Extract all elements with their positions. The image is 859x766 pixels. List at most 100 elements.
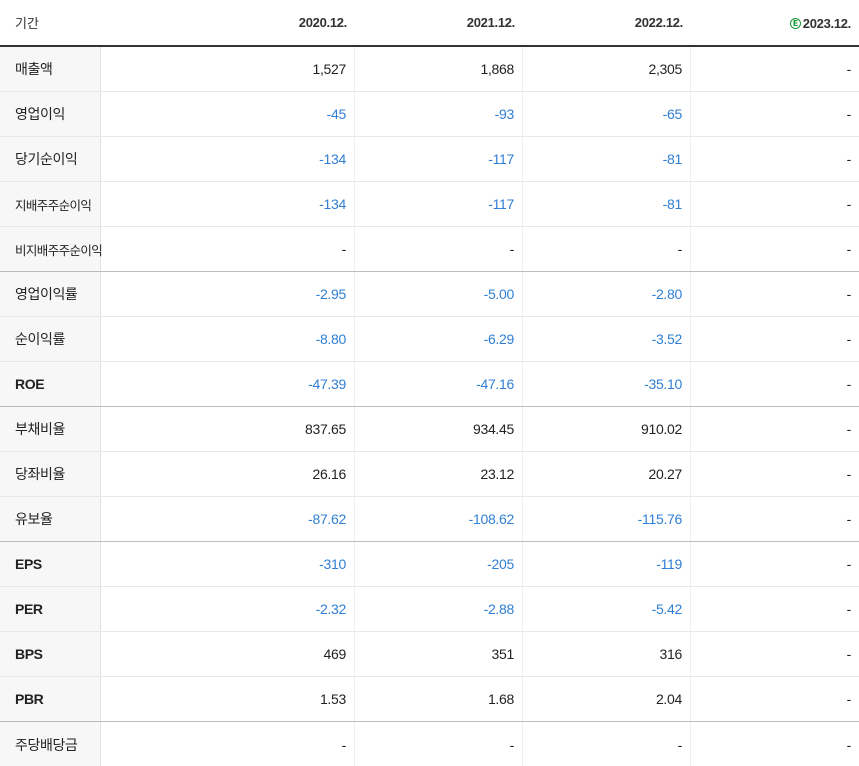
table-row: 매출액 1,527 1,868 2,305 - [0,47,859,92]
table-cell: 351 [355,632,523,676]
table-cell: - [846,736,852,753]
table-cell: -2.80 [523,272,691,316]
table-cell: -310 [101,542,355,586]
table-cell: - [846,376,852,392]
table-row: 지배주주순이익 -134 -117 -81 - [0,182,859,227]
row-label: 매출액 [0,47,101,91]
table-cell: -45 [101,92,355,136]
table-cell: - [846,331,852,347]
row-label: 지배주주순이익 [0,182,101,226]
table-cell: -35.10 [523,362,691,406]
table-cell: -3.52 [523,317,691,361]
table-cell: -2.95 [101,272,355,316]
row-label: 영업이익 [0,92,101,136]
table-cell: -47.39 [101,362,355,406]
table-cell: - [846,646,852,662]
table-cell: - [846,421,852,437]
table-row: PER -2.32 -2.88 -5.42 - [0,587,859,632]
table-cell: 1.68 [355,677,523,721]
table-cell: 1.53 [101,677,355,721]
table-row: 영업이익률 -2.95 -5.00 -2.80 - [0,272,859,317]
table-cell: -87.62 [101,497,355,541]
table-cell: - [846,106,852,122]
table-cell: - [846,691,852,707]
table-cell: 26.16 [101,452,355,496]
table-row: 비지배주주순이익 - - - - [0,227,859,272]
table-cell: -117 [355,137,523,181]
table-row: ROE -47.39 -47.16 -35.10 - [0,362,859,407]
row-label: 주당배당금 [0,722,101,766]
table-cell: -2.32 [101,587,355,631]
table-cell: - [846,511,852,527]
row-label: 당기순이익 [0,137,101,181]
table-cell: -93 [355,92,523,136]
table-cell: - [101,227,355,271]
table-cell: 2.04 [523,677,691,721]
table-cell: - [523,227,691,271]
row-label: PBR [0,677,101,721]
table-cell: -81 [523,137,691,181]
table-cell: - [101,722,355,766]
table-row: 순이익률 -8.80 -6.29 -3.52 - [0,317,859,362]
table-row: 당기순이익 -134 -117 -81 - [0,137,859,182]
table-cell: - [846,556,852,572]
row-label: ROE [0,362,101,406]
table-cell: -119 [523,542,691,586]
table-cell: 2,305 [523,47,691,91]
table-cell: - [846,286,852,302]
table-row: PBR 1.53 1.68 2.04 - [0,677,859,722]
table-cell: - [846,151,852,167]
row-label: 부채비율 [0,407,101,451]
row-label: PER [0,587,101,631]
table-cell: - [846,196,852,212]
row-label: BPS [0,632,101,676]
table-cell: 910.02 [523,407,691,451]
table-cell: -6.29 [355,317,523,361]
table-cell: 23.12 [355,452,523,496]
table-cell: 1,868 [355,47,523,91]
table-row: 영업이익 -45 -93 -65 - [0,92,859,137]
table-cell: -2.88 [355,587,523,631]
column-header-2023-estimate: E 2023.12. [691,14,859,31]
table-cell: - [846,466,852,482]
row-label: 영업이익률 [0,272,101,316]
row-label: EPS [0,542,101,586]
table-cell: - [355,722,523,766]
period-label: 기간 [15,16,39,31]
table-body: 매출액 1,527 1,868 2,305- 영업이익 -45 -93 -65- 당기순이익 -1… [0,47,859,766]
table-cell: -205 [355,542,523,586]
table-cell: 837.65 [101,407,355,451]
table-row: EPS -310 -205 -119 - [0,542,859,587]
table-cell: -134 [101,137,355,181]
table-row: 부채비율 837.65 934.45 910.02 - [0,407,859,452]
table-cell: 316 [523,632,691,676]
table-cell: -115.76 [523,497,691,541]
table-row: BPS 469 351 316 - [0,632,859,677]
table-cell: -8.80 [101,317,355,361]
table-cell: - [355,227,523,271]
row-label: 유보율 [0,497,101,541]
table-cell: - [523,722,691,766]
column-header-2023-label: 2023.12. [802,16,852,31]
table-cell: 1,527 [101,47,355,91]
table-row: 주당배당금 - - - - [0,722,859,766]
column-header-2021: 2021.12. [466,15,516,30]
table-header: 기간 2020.12. 2021.12. 2022.12. E 2023.12. [0,0,859,47]
table-cell: - [846,601,852,617]
column-header-2022: 2022.12. [634,15,684,30]
row-label: 순이익률 [0,317,101,361]
table-cell: 469 [101,632,355,676]
table-cell: -134 [101,182,355,226]
row-label: 비지배주주순이익 [0,227,103,271]
table-cell: -65 [523,92,691,136]
table-row: 당좌비율 26.16 23.12 20.27 - [0,452,859,497]
table-cell: -5.00 [355,272,523,316]
table-cell: - [846,61,852,77]
table-cell: -47.16 [355,362,523,406]
column-header-2020: 2020.12. [298,15,348,30]
table-cell: -5.42 [523,587,691,631]
table-cell: 20.27 [523,452,691,496]
table-cell: - [846,241,852,257]
table-cell: -117 [355,182,523,226]
